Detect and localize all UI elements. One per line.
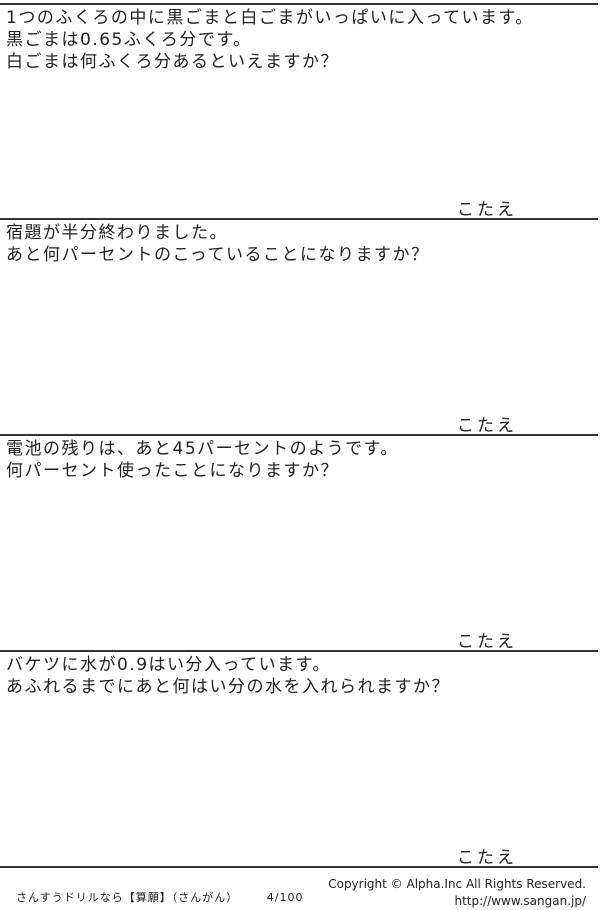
answer-label: こたえ — [457, 416, 517, 436]
divider — [0, 3, 598, 5]
question-2: 宿題が半分終わりました。 あと何パーセントのこっていることになりますか？ — [6, 222, 596, 266]
question-text: 黒ごまは0.65ふくろ分です。 — [6, 30, 252, 50]
divider — [0, 218, 598, 220]
question-text: 宿題が半分終わりました。 — [6, 223, 228, 243]
divider — [0, 434, 598, 436]
divider — [0, 650, 598, 652]
site-url[interactable]: http://www.sangan.jp/ — [454, 894, 586, 908]
question-text: 何パーセント使ったことになりますか？ — [6, 461, 339, 481]
page-number: 4/100 — [266, 891, 304, 904]
answer-label: こたえ — [457, 200, 517, 220]
answer-label: こたえ — [457, 848, 517, 868]
divider — [0, 866, 598, 868]
question-text: あふれるまでにあと何はい分の水を入れられますか？ — [6, 677, 450, 697]
footer-title: さんすうドリルなら【算願】（さんがん） — [16, 891, 239, 904]
answer-label: こたえ — [457, 632, 517, 652]
question-text: 白ごまは何ふくろ分あるといえますか？ — [6, 52, 339, 72]
question-3: 電池の残りは、あと45パーセントのようです。 何パーセント使ったことになりますか… — [6, 438, 596, 482]
question-text: 電池の残りは、あと45パーセントのようです。 — [6, 439, 399, 459]
question-text: 1つのふくろの中に黒ごまと白ごまがいっぱいに入っています。 — [6, 8, 534, 28]
copyright: Copyright © Alpha.Inc All Rights Reserve… — [328, 877, 586, 891]
question-text: あと何パーセントのこっていることになりますか？ — [6, 245, 430, 265]
footer-right: Copyright © Alpha.Inc All Rights Reserve… — [328, 876, 586, 910]
question-1: 1つのふくろの中に黒ごまと白ごまがいっぱいに入っています。 黒ごまは0.65ふく… — [6, 7, 596, 73]
question-text: バケツに水が0.9はい分入っています。 — [6, 655, 331, 675]
question-4: バケツに水が0.9はい分入っています。 あふれるまでにあと何はい分の水を入れられ… — [6, 654, 596, 698]
footer-left: さんすうドリルなら【算願】（さんがん） 4/100 — [16, 889, 327, 905]
